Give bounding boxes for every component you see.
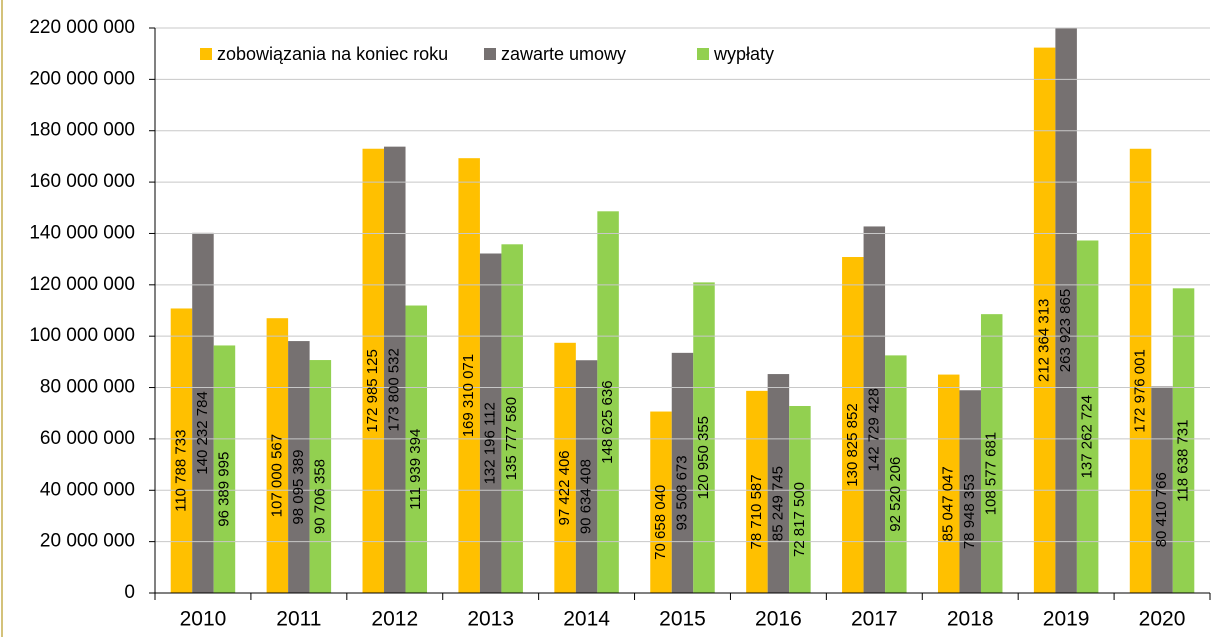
data-label: 172 976 001	[1132, 349, 1149, 432]
data-label: 263 923 865	[1057, 289, 1074, 372]
y-tick-label: 160 000 000	[29, 171, 135, 192]
data-label: 140 232 784	[194, 391, 211, 474]
y-tick-label: 60 000 000	[40, 428, 135, 449]
x-tick-label: 2015	[659, 608, 706, 631]
data-label: 90 706 358	[311, 459, 328, 534]
data-label: 85 047 047	[940, 466, 957, 541]
data-label: 72 817 500	[791, 482, 808, 557]
data-label: 98 095 389	[290, 449, 307, 524]
x-tick-label: 2017	[851, 608, 898, 631]
data-label: 135 777 580	[503, 397, 520, 480]
plot-area	[170, 28, 1195, 593]
data-label: 96 389 995	[215, 452, 232, 527]
bar	[842, 257, 864, 593]
bar	[937, 374, 960, 593]
y-tick-label: 0	[124, 582, 135, 603]
bar	[554, 342, 576, 593]
x-tick-label: 2011	[276, 608, 321, 631]
data-label: 130 825 852	[844, 403, 861, 486]
data-label: 111 939 394	[407, 429, 424, 510]
bar	[501, 244, 523, 593]
bar	[980, 314, 1003, 593]
bar	[693, 282, 715, 593]
bar	[789, 405, 811, 593]
bar	[479, 253, 502, 593]
legend-swatch	[200, 48, 212, 60]
bar	[1033, 47, 1056, 593]
y-tick-label: 180 000 000	[29, 120, 135, 141]
bar	[959, 390, 981, 593]
legend-label: wypłaty	[713, 44, 774, 64]
bar	[309, 360, 332, 593]
data-label: 78 710 587	[748, 474, 765, 549]
bar	[170, 308, 193, 593]
data-label: 142 729 428	[865, 388, 882, 471]
data-label: 172 985 125	[364, 349, 381, 432]
data-label: 110 788 733	[172, 430, 189, 512]
x-tick-label: 2012	[371, 608, 418, 631]
data-label: 90 634 408	[578, 459, 595, 534]
x-tick-label: 2013	[467, 608, 514, 631]
x-tick-label: 2020	[1139, 608, 1186, 631]
data-label: 212 364 313	[1036, 299, 1053, 382]
bar	[671, 352, 694, 593]
legend-swatch	[484, 48, 496, 60]
bar	[597, 211, 619, 593]
data-label: 120 950 355	[695, 416, 712, 499]
bar	[1076, 240, 1099, 593]
data-label: 169 310 071	[460, 354, 477, 437]
bar	[458, 158, 480, 593]
bar	[384, 146, 406, 593]
bar	[192, 232, 214, 593]
data-label: 118 638 731	[1175, 420, 1192, 502]
bar	[885, 355, 907, 593]
bar	[266, 318, 289, 593]
data-label: 108 577 681	[983, 432, 1000, 515]
bar	[767, 374, 790, 593]
y-tick-label: 100 000 000	[29, 325, 135, 346]
bar	[746, 390, 768, 593]
data-label: 92 520 206	[887, 457, 904, 532]
bar	[1172, 288, 1195, 593]
y-tick-label: 220 000 000	[29, 17, 135, 38]
data-label: 137 262 724	[1079, 395, 1096, 478]
data-label: 107 000 567	[268, 434, 285, 517]
bar	[863, 226, 886, 593]
data-label: 93 508 673	[673, 455, 690, 530]
data-label: 132 196 112	[482, 402, 499, 484]
y-tick-label: 20 000 000	[40, 531, 135, 552]
data-label: 70 658 040	[652, 485, 669, 560]
bar	[288, 341, 310, 593]
bar	[405, 305, 428, 593]
y-tick-label: 140 000 000	[29, 222, 135, 243]
bar	[575, 360, 598, 593]
bar	[650, 411, 672, 593]
bar	[362, 148, 385, 593]
legend-label: zobowiązania na koniec roku	[217, 44, 448, 64]
data-label: 78 948 353	[961, 474, 978, 549]
bar	[1129, 148, 1152, 593]
y-tick-label: 120 000 000	[29, 274, 135, 295]
data-label: 173 800 532	[386, 348, 403, 431]
y-tick-label: 200 000 000	[29, 68, 135, 89]
legend-label: zawarte umowy	[501, 44, 626, 64]
data-label: 97 422 406	[556, 450, 573, 525]
bar	[1055, 28, 1077, 593]
y-tick-label: 40 000 000	[40, 479, 135, 500]
y-tick-label: 80 000 000	[40, 377, 135, 398]
x-tick-label: 2018	[947, 608, 994, 631]
data-label: 80 410 766	[1153, 472, 1170, 547]
x-tick-label: 2016	[755, 608, 802, 631]
bar	[213, 345, 236, 593]
legend-swatch	[697, 48, 709, 60]
x-tick-label: 2014	[563, 608, 610, 631]
x-tick-label: 2019	[1043, 608, 1090, 631]
data-label: 85 249 745	[769, 466, 786, 541]
data-label: 148 625 636	[599, 380, 616, 463]
x-tick-label: 2010	[180, 608, 227, 631]
